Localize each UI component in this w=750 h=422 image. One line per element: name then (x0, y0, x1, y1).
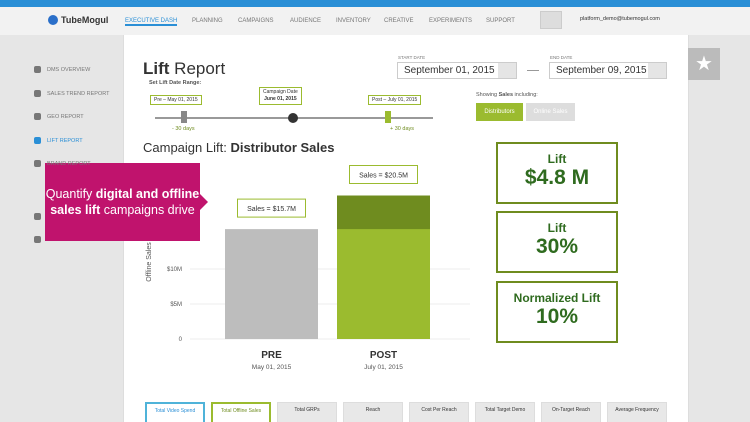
logo: TubeMogul (61, 15, 109, 25)
lift-bold: Distributor Sales (230, 140, 335, 155)
lift-prefix: Campaign Lift: (143, 140, 231, 155)
x-tick-label: PRE (261, 350, 282, 361)
metric-card: Lift 30% (496, 211, 618, 273)
sidebar-icon (34, 236, 41, 243)
total-label: On-Target Reach (541, 402, 601, 422)
showing-suffix: including: (513, 92, 538, 98)
card-value: 10% (535, 305, 579, 328)
filter-button[interactable]: Distributors (476, 103, 523, 121)
metric-card: Lift $4.8 M (496, 142, 618, 204)
end-value: September 09, 2015 (556, 65, 647, 76)
report-title: Lift Report (143, 59, 225, 79)
post-handle[interactable] (385, 111, 391, 123)
range-label: Set Lift Date Range: (149, 80, 202, 86)
callout: Quantify digital and offline sales lift … (45, 163, 208, 241)
total-label: Reach (343, 402, 403, 422)
date-dash (527, 70, 539, 71)
plus-days: + 30 days (390, 126, 415, 132)
campaign-handle[interactable] (288, 113, 298, 123)
end-date[interactable]: September 09, 2015 (549, 62, 667, 79)
nav-item[interactable]: SUPPORT (486, 18, 515, 24)
card-label: Normalized Lift (513, 291, 601, 305)
header: TubeMogul platform_demo@tubemogul.com (0, 7, 750, 35)
title-bold: Lift (143, 59, 170, 78)
favorite-button[interactable]: ★ (688, 48, 720, 80)
y-axis-label: Offline Sales (146, 242, 153, 282)
nav-item[interactable]: CREATIVE (384, 18, 414, 24)
nav-item[interactable]: PLANNING (192, 18, 223, 24)
x-tick-label: POST (370, 350, 397, 361)
sidebar-icon (34, 113, 41, 120)
y-tick-label: 0 (179, 337, 183, 343)
sidebar-icon (34, 66, 41, 73)
x-tick-sublabel: May 01, 2015 (252, 364, 292, 371)
nav-item[interactable]: CAMPAIGNS (238, 18, 274, 24)
sidebar-item[interactable]: LIFT REPORT (47, 137, 83, 144)
campaign-date: June 01, 2015 (264, 96, 297, 102)
campaign-pill: Campaign Date June 01, 2015 (259, 87, 302, 105)
total-label: Cost Per Reach (409, 402, 469, 422)
start-date[interactable]: September 01, 2015 (397, 62, 517, 79)
metric-card: Normalized Lift 10% (496, 281, 618, 343)
campaign-label: Campaign Date (263, 89, 298, 95)
card-label: Lift (547, 221, 567, 235)
lift-segment (337, 195, 430, 230)
nav-item[interactable]: EXPERIMENTS (429, 18, 473, 24)
end-label: END DATE (550, 55, 573, 60)
sidebar-icon (34, 213, 41, 220)
pre-handle[interactable] (181, 111, 187, 123)
minus-days: - 30 days (172, 126, 195, 132)
pre-pill: Pre – May 01, 2015 (150, 95, 202, 105)
nav-item[interactable]: EXECUTIVE DASH (125, 18, 178, 26)
y-tick-label: $10M (167, 267, 182, 273)
value-label: Sales = $20.5M (359, 173, 408, 180)
card-value: $4.8 M (524, 166, 590, 189)
start-value: September 01, 2015 (404, 65, 495, 76)
total-label: Total Target Demo (475, 402, 535, 422)
value-label: Sales = $15.7M (247, 206, 296, 213)
total-label: Average Frequency (607, 402, 667, 422)
callout-bold: digital and offline (95, 187, 200, 201)
top-strip (0, 0, 750, 7)
value-label-box (349, 165, 418, 184)
total-label: Total Video Spend (145, 402, 205, 422)
title-rest: Report (169, 59, 226, 78)
sidebar-item[interactable]: GEO REPORT (47, 114, 84, 120)
nav-item[interactable]: AUDIENCE (290, 18, 322, 24)
callout-text: campaigns drive (100, 203, 195, 217)
value-label-box (237, 198, 306, 218)
total-label: Total GRPs (277, 402, 337, 422)
y-tick-label: $5M (170, 302, 182, 308)
x-tick-sublabel: July 01, 2015 (364, 364, 403, 371)
card-label: Lift (547, 152, 567, 166)
callout-text: Quantify (45, 187, 96, 201)
user-menu[interactable]: platform_demo@tubemogul.com (580, 16, 660, 22)
sidebar-icon (34, 89, 41, 97)
sidebar-icon (34, 160, 41, 167)
post-pill: Post – July 01, 2015 (368, 95, 422, 105)
callout-bold: sales lift (50, 203, 101, 217)
card-value: 30% (535, 235, 579, 258)
logo-icon (48, 15, 58, 25)
sidebar-item[interactable]: DMS OVERVIEW (47, 67, 91, 73)
showing-label: Showing Sales including: (476, 92, 538, 98)
bar (225, 229, 318, 339)
showing-prefix: Showing (476, 92, 499, 98)
start-label: START DATE (398, 55, 426, 60)
nav-item[interactable]: INVENTORY (336, 18, 371, 24)
filter-button[interactable]: Online Sales (526, 103, 575, 121)
sidebar-icon (34, 136, 41, 144)
lift-heading: Campaign Lift: Distributor Sales (143, 140, 334, 155)
total-label: Total Offline Sales (211, 402, 271, 422)
sidebar-item[interactable]: BRAND REPORT (47, 161, 91, 167)
sidebar-item[interactable]: SALES TREND REPORT (47, 90, 110, 97)
showing-bold: Sales (498, 92, 514, 98)
search-button[interactable] (540, 11, 562, 29)
